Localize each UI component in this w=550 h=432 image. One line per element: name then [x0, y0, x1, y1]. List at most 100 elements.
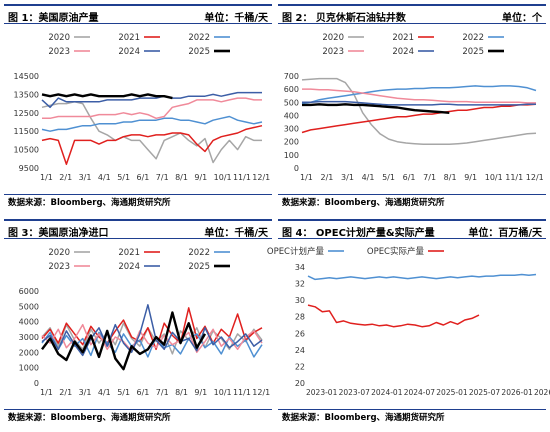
chart-unit: 单位：千桶/天: [204, 13, 268, 24]
chart-title: 图 2： 贝克休斯石油钻井数: [282, 13, 406, 24]
x-tick-label: 10/1: [214, 173, 232, 182]
x-tick-label: 12/1: [252, 388, 270, 397]
chart-unit: 单位：千桶/天: [204, 228, 268, 239]
chart-panel-4: 图 4： OPEC计划产量&实际产量 单位：百万桶/天 OPEC计划产量 OPEC…: [267, 219, 550, 424]
y-tick-label: 100: [284, 151, 299, 160]
panel-header: 图 3：美国原油净进口 单位：千桶/天: [4, 219, 272, 239]
y-tick-label: 12500: [14, 109, 39, 118]
x-tick-label: 11/1: [233, 173, 251, 182]
x-tick-label: 8/1: [175, 173, 188, 182]
y-tick-label: 32: [295, 280, 305, 289]
y-tick-label: 14500: [14, 72, 39, 81]
chart-panel-1: 图 1：美国原油产量 单位：千桶/天 2020 2021 2022 2023 2024 2…: [4, 4, 272, 209]
panel-header: 图 4： OPEC计划产量&实际产量 单位：百万桶/天: [278, 219, 546, 239]
x-tick-label: 2025-07: [469, 388, 501, 397]
x-tick-label: 1/1: [300, 173, 313, 182]
divider: [278, 409, 546, 410]
legend-label: 2024: [118, 262, 140, 272]
y-tick-label: 0: [294, 164, 299, 173]
series-line: [307, 273, 537, 281]
x-tick-label: 7/1: [156, 388, 169, 397]
y-tick-label: 26: [295, 329, 305, 338]
series-line: [41, 307, 263, 351]
x-tick-label: 2/1: [59, 173, 72, 182]
x-tick-label: 1/1: [40, 173, 53, 182]
legend-label: 2021: [118, 33, 140, 43]
chart-source: 数据来源：Bloomberg、海通期货研究所: [282, 198, 445, 208]
series-line: [41, 101, 262, 164]
y-tick-label: 20: [295, 379, 305, 388]
x-tick-label: 2026-01: [501, 388, 533, 397]
y-tick-label: 3000: [19, 333, 39, 342]
x-tick-label: 6/1: [136, 388, 149, 397]
series-line: [302, 103, 450, 114]
x-tick-label: 11/1: [233, 388, 251, 397]
y-tick-label: 28: [295, 313, 305, 322]
x-tick-label: 2024-01: [371, 388, 403, 397]
x-tick-label: 4/1: [362, 173, 375, 182]
x-tick-label: 2/1: [321, 173, 334, 182]
y-tick-label: 200: [284, 138, 299, 147]
x-tick-label: 2026-07: [534, 388, 550, 397]
y-tick-label: 1000: [19, 364, 39, 373]
y-tick-label: 10500: [14, 146, 39, 155]
legend-label: 2025: [188, 47, 210, 57]
chart-source: 数据来源：Bloomberg、海通期货研究所: [282, 413, 445, 423]
x-tick-label: 2/1: [59, 388, 72, 397]
series-line: [307, 304, 480, 328]
series-line: [301, 77, 537, 146]
x-tick-label: 4/1: [98, 388, 111, 397]
x-tick-label: 6/1: [403, 173, 416, 182]
chart-svg: 2020 2021 2022 2023 2024 2025 6000 5000 4000 3000…: [19, 248, 271, 397]
x-tick-label: 12/1: [252, 173, 270, 182]
x-tick-label: 10/1: [214, 388, 232, 397]
x-tick-label: 2023-01: [306, 388, 338, 397]
legend-label: 2024: [392, 47, 414, 57]
chart-unit: 单位：百万桶/天: [468, 228, 542, 239]
legend-label: 2022: [188, 248, 210, 258]
series-line: [41, 331, 263, 358]
series-line: [302, 88, 536, 104]
series-line: [42, 97, 262, 120]
series-line: [41, 91, 262, 109]
chart-unit: 单位：个: [502, 13, 542, 24]
panel-header: 图 1：美国原油产量 单位：千桶/天: [4, 4, 272, 24]
chart-panel-2: 图 2： 贝克休斯石油钻井数 单位：个 2020 2021 2022 2023 2024…: [278, 4, 546, 209]
legend-label: 2021: [118, 248, 140, 258]
x-tick-label: 1/1: [40, 388, 53, 397]
x-tick-label: 7/1: [156, 173, 169, 182]
legend-label: 2022: [188, 33, 210, 43]
x-tick-label: 9/1: [194, 388, 207, 397]
x-tick-label: 8/1: [175, 388, 188, 397]
x-tick-label: 2025-01: [436, 388, 468, 397]
x-tick-label: 9/1: [464, 173, 477, 182]
y-tick-label: 11500: [14, 127, 39, 136]
chart-source: 数据来源：Bloomberg、海通期货研究所: [8, 198, 171, 208]
y-tick-label: 6000: [19, 287, 39, 296]
x-tick-label: 3/1: [79, 388, 92, 397]
legend-label: 2020: [322, 33, 344, 43]
y-tick-label: 500: [284, 98, 299, 107]
y-tick-label: 13500: [14, 90, 39, 99]
series-line: [41, 304, 263, 357]
series-line: [41, 124, 263, 166]
chart-svg: 2020 2021 2022 2023 2024 2025 14500 13500 12500 1…: [14, 33, 271, 182]
x-tick-label: 4/1: [98, 173, 111, 182]
x-tick-label: 11/1: [505, 173, 523, 182]
y-tick-label: 5000: [19, 302, 39, 311]
chart-panel-3: 图 3：美国原油净进口 单位：千桶/天 2020 2021 2022 2023 2024…: [4, 219, 272, 424]
y-tick-label: 22: [295, 362, 305, 371]
chart-title: 图 1：美国原油产量: [8, 13, 99, 24]
x-tick-label: 5/1: [117, 173, 130, 182]
legend-label: 2022: [462, 33, 484, 43]
series-line: [302, 100, 536, 106]
divider: [4, 194, 272, 195]
legend-label: OPEC实际产量: [367, 246, 425, 257]
divider: [278, 194, 546, 195]
y-tick-label: 0: [34, 379, 39, 388]
chart-title: 图 4： OPEC计划产量&实际产量: [282, 228, 435, 239]
x-tick-label: 8/1: [444, 173, 457, 182]
panel-header: 图 2： 贝克休斯石油钻井数 单位：个: [278, 4, 546, 24]
y-tick-label: 2000: [19, 348, 39, 357]
